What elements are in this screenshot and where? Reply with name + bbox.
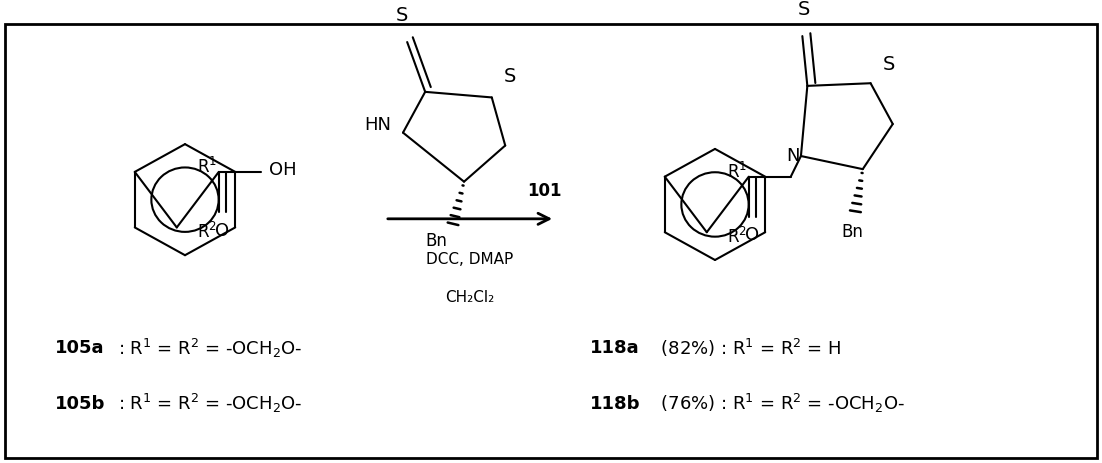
- Text: R$^1$: R$^1$: [727, 162, 747, 182]
- Text: S: S: [396, 6, 409, 25]
- Text: (82%) : R$^1$ = R$^2$ = H: (82%) : R$^1$ = R$^2$ = H: [655, 337, 842, 359]
- Text: O: O: [215, 222, 229, 240]
- Text: 101: 101: [527, 182, 561, 200]
- Text: O: O: [745, 226, 759, 244]
- Text: N: N: [786, 147, 800, 165]
- Text: (76%) : R$^1$ = R$^2$ = -OCH$_2$O-: (76%) : R$^1$ = R$^2$ = -OCH$_2$O-: [655, 392, 905, 415]
- Text: : R$^1$ = R$^2$ = -OCH$_2$O-: : R$^1$ = R$^2$ = -OCH$_2$O-: [118, 392, 302, 415]
- Text: R$^1$: R$^1$: [197, 157, 217, 177]
- Text: : R$^1$ = R$^2$ = -OCH$_2$O-: : R$^1$ = R$^2$ = -OCH$_2$O-: [118, 337, 302, 360]
- Text: Bn: Bn: [425, 232, 447, 250]
- Text: 118a: 118a: [590, 339, 639, 357]
- Text: 105a: 105a: [55, 339, 105, 357]
- Text: HN: HN: [364, 116, 391, 134]
- Text: S: S: [798, 0, 811, 19]
- Text: S: S: [883, 55, 895, 74]
- Text: 118b: 118b: [590, 394, 640, 413]
- Text: S: S: [504, 67, 516, 86]
- Text: 105b: 105b: [55, 394, 106, 413]
- Text: R$^2$: R$^2$: [197, 222, 217, 242]
- Text: OH: OH: [269, 161, 296, 179]
- Text: Bn: Bn: [842, 223, 864, 241]
- Text: R$^2$: R$^2$: [727, 227, 747, 247]
- Text: CH₂Cl₂: CH₂Cl₂: [445, 290, 495, 305]
- Text: DCC, DMAP: DCC, DMAP: [426, 251, 514, 267]
